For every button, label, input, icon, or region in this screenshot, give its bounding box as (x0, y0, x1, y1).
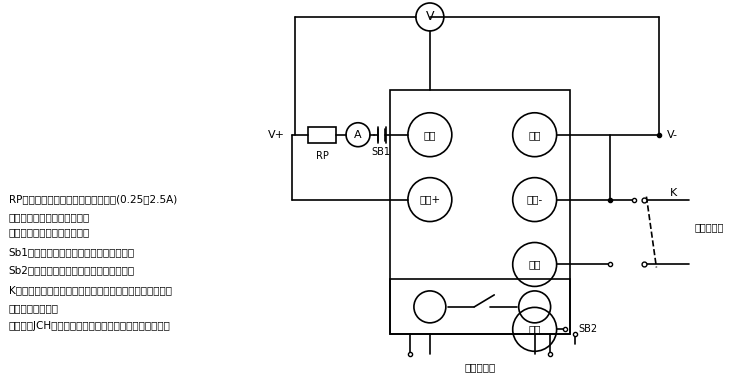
Text: SB2: SB2 (578, 324, 597, 334)
Text: V: V (426, 10, 434, 24)
Text: V-: V- (667, 130, 678, 140)
Text: A: A (354, 130, 362, 140)
Bar (390, 90, 570, 334)
Text: Ⓥ为电压表用来监视额定电压: Ⓥ为电压表用来监视额定电压 (9, 228, 90, 237)
Text: 合闸: 合闸 (528, 130, 541, 140)
Text: K: K (669, 188, 677, 198)
Text: 接秒表停止: 接秒表停止 (464, 362, 496, 372)
Text: RP为大功率滑成变阻器用来调节电流(0.25～2.5A): RP为大功率滑成变阻器用来调节电流(0.25～2.5A) (9, 195, 177, 205)
Text: 放电: 放电 (528, 324, 541, 334)
Text: 电源-: 电源- (526, 195, 542, 205)
Text: V+: V+ (268, 130, 285, 140)
Text: 另有一付JCH常开触点接秒表停止，用来停止秒表计时。: 另有一付JCH常开触点接秒表停止，用来停止秒表计时。 (9, 321, 171, 332)
Text: Sb1为常闭按钮，用来复位合闸保持电流。: Sb1为常闭按钮，用来复位合闸保持电流。 (9, 248, 135, 258)
Text: 启动: 启动 (528, 260, 541, 270)
Text: SB1: SB1 (372, 147, 391, 157)
Bar (390, 279, 570, 334)
Text: Ⓐ为安培表用来监视合闸电流: Ⓐ为安培表用来监视合闸电流 (9, 213, 90, 222)
Text: 重合: 重合 (424, 130, 436, 140)
Text: K为刀开关或同一继电器的两付同时动作的常开触点，用来: K为刀开关或同一继电器的两付同时动作的常开触点，用来 (9, 285, 172, 296)
Text: RP: RP (316, 151, 328, 161)
Text: 接秒表启动: 接秒表启动 (694, 222, 723, 232)
Text: 电源+: 电源+ (419, 195, 441, 205)
Bar (308, 127, 336, 143)
Text: Sb2为常开按钮，用来测试放电闭锁功能。: Sb2为常开按钮，用来测试放电闭锁功能。 (9, 266, 135, 276)
Text: 控制延时的启动。: 控制延时的启动。 (9, 303, 59, 313)
